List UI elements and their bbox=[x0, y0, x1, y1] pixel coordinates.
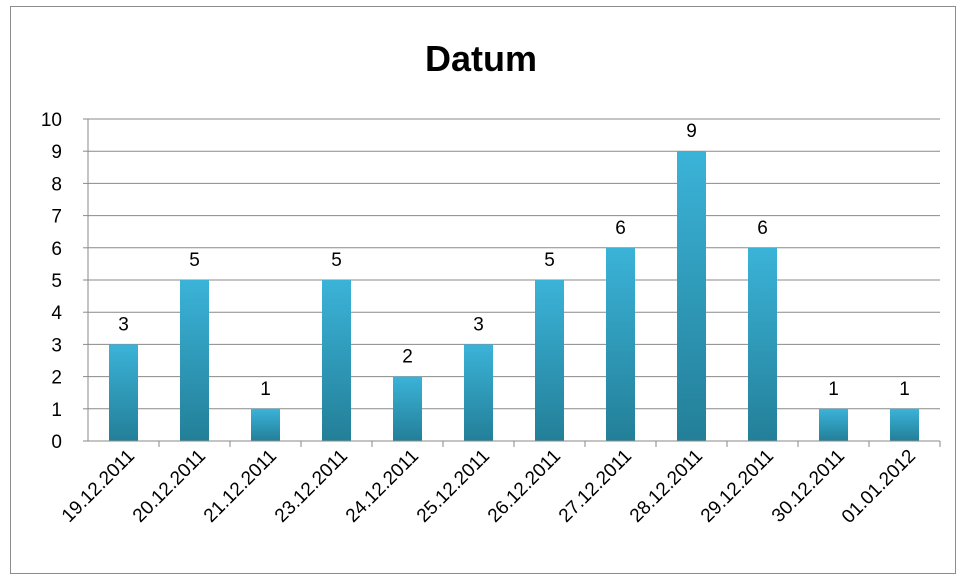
y-tick-label: 8 bbox=[51, 174, 62, 195]
bar bbox=[535, 280, 564, 441]
y-tick-label: 5 bbox=[51, 271, 62, 292]
data-label: 2 bbox=[402, 347, 413, 368]
data-label: 6 bbox=[615, 218, 626, 239]
bars bbox=[109, 151, 919, 441]
x-tick-label: 26.12.2011 bbox=[484, 446, 565, 527]
bar bbox=[677, 151, 706, 441]
bar bbox=[890, 408, 919, 441]
y-tick-label: 1 bbox=[51, 400, 62, 421]
bar bbox=[393, 376, 422, 441]
gridlines bbox=[88, 118, 940, 410]
chart-title: Datum bbox=[424, 38, 537, 79]
bar bbox=[819, 408, 848, 441]
x-tick-label: 20.12.2011 bbox=[129, 446, 210, 527]
data-label: 1 bbox=[260, 379, 271, 400]
y-tick-label: 7 bbox=[51, 207, 62, 228]
y-tick-label: 3 bbox=[51, 335, 62, 356]
data-label: 1 bbox=[899, 379, 910, 400]
x-tick-label: 19.12.2011 bbox=[58, 446, 139, 527]
y-tick-label: 6 bbox=[51, 239, 62, 260]
y-tick-label: 2 bbox=[51, 368, 62, 389]
data-label: 3 bbox=[473, 314, 484, 335]
bar bbox=[748, 247, 777, 441]
x-tick-label: 23.12.2011 bbox=[271, 446, 352, 527]
x-tick-label: 30.12.2011 bbox=[768, 446, 849, 527]
data-labels: 3 5 1 5 2 3 5 6 9 6 1 1 bbox=[118, 121, 910, 400]
data-label: 5 bbox=[189, 250, 200, 271]
x-tick-label: 21.12.2011 bbox=[200, 446, 281, 527]
bar bbox=[180, 280, 209, 441]
x-tick-label: 27.12.2011 bbox=[555, 446, 636, 527]
y-tick-label: 9 bbox=[51, 142, 62, 163]
bar bbox=[251, 408, 280, 441]
y-tick-label: 0 bbox=[51, 432, 62, 453]
data-label: 3 bbox=[118, 314, 129, 335]
chart-frame bbox=[10, 6, 956, 574]
x-tick-label: 28.12.2011 bbox=[626, 446, 707, 527]
y-axis: 0 1 2 3 4 5 6 7 8 9 10 bbox=[41, 110, 89, 453]
x-axis: 19.12.201120.12.201121.12.201123.12.2011… bbox=[58, 440, 941, 528]
bar bbox=[606, 247, 635, 441]
data-label: 1 bbox=[828, 379, 839, 400]
data-label: 6 bbox=[757, 218, 768, 239]
y-tick-label: 4 bbox=[51, 303, 62, 324]
bar bbox=[464, 344, 493, 441]
data-label: 5 bbox=[544, 250, 555, 271]
y-tick-label: 10 bbox=[41, 110, 62, 131]
data-label: 5 bbox=[331, 250, 342, 271]
data-label: 9 bbox=[686, 121, 697, 142]
bar bbox=[109, 344, 138, 441]
x-tick-label: 29.12.2011 bbox=[697, 446, 778, 527]
x-tick-label: 24.12.2011 bbox=[342, 446, 423, 527]
bar bbox=[322, 280, 351, 441]
x-tick-label: 25.12.2011 bbox=[413, 446, 494, 527]
x-tick-label: 01.01.2012 bbox=[838, 446, 920, 528]
